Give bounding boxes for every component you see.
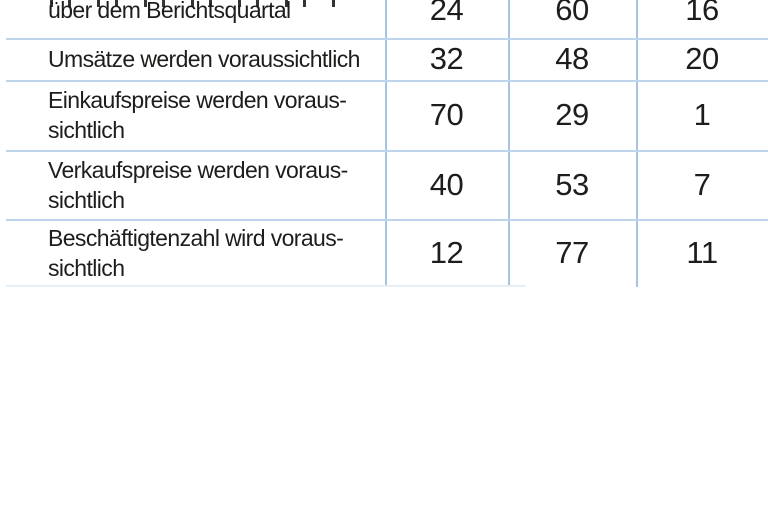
table-cell-value: 1	[693, 97, 711, 132]
table-cell-value: 16	[685, 0, 719, 27]
table-cell-value: 53	[555, 166, 589, 202]
row-label: Beschäftigtenzahl wird voraus- sichtlich	[0, 223, 385, 283]
table-cell-value: 77	[555, 234, 589, 270]
table-bottom-edge	[6, 285, 526, 287]
table-row-separator	[6, 38, 768, 40]
table-vertical-rule	[508, 0, 510, 287]
row-label-line: Beschäftigtenzahl wird voraus-	[48, 224, 344, 251]
table-cell-value: 48	[555, 41, 589, 76]
table-row-separator	[6, 80, 768, 82]
row-label-line: sichtlich	[48, 117, 125, 143]
row-label-line: Umsätze werden voraussichtlich	[48, 46, 360, 72]
row-label: Umsätze werden voraussichtlich	[0, 44, 385, 74]
table-cell-value: 60	[555, 0, 589, 27]
table-cell-value: 29	[555, 97, 589, 132]
table-cell-value: 40	[429, 166, 464, 202]
table-cell-value: 70	[429, 97, 464, 132]
row-label-line: sichtlich	[48, 254, 125, 281]
clipped-text-fragment	[50, 0, 350, 7]
row-label: Verkaufspreise werden voraus- sichtlich	[0, 155, 385, 215]
row-label: Einkaufspreise werden voraus- sichtlich	[0, 85, 385, 145]
row-label-line: Einkaufspreise werden voraus-	[48, 87, 347, 113]
table-row-separator	[6, 150, 768, 152]
table-row: Verkaufspreise werden voraus- sichtlich …	[0, 150, 768, 219]
table-cell-value: 20	[685, 41, 719, 76]
table-cell-value: 32	[429, 41, 464, 76]
row-label-line: sichtlich	[48, 186, 125, 213]
row-label-line: Verkaufspreise werden voraus-	[48, 156, 348, 183]
table-cell-value: 24	[429, 0, 464, 27]
table-cell-value: 12	[429, 234, 464, 270]
table-vertical-rule	[385, 0, 387, 287]
table-vertical-rule	[636, 0, 638, 287]
table-row: Einkaufspreise werden voraus- sichtlich …	[0, 80, 768, 150]
table-row-separator	[6, 219, 768, 221]
table-row: Umsätze werden voraussichtlich 32 48 20	[0, 38, 768, 80]
table-cell-value: 7	[693, 166, 711, 202]
table-row: Beschäftigtenzahl wird voraus- sichtlich…	[0, 219, 768, 286]
table-cell-value: 11	[686, 234, 718, 270]
